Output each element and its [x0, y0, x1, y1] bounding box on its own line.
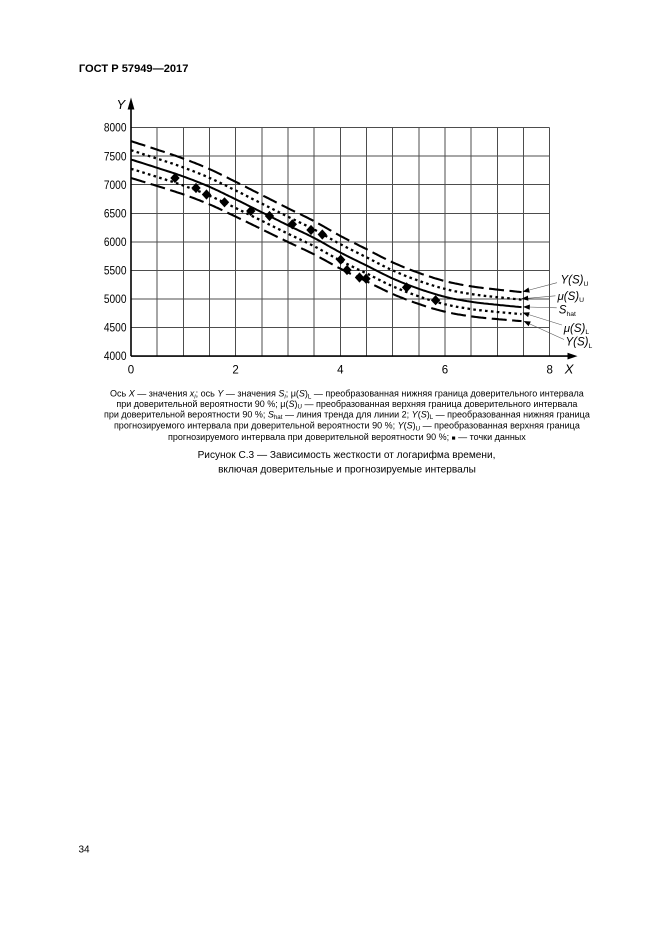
svg-text:2: 2: [232, 364, 238, 376]
svg-text:ГОСТ Р 57949—2017: ГОСТ Р 57949—2017: [79, 63, 188, 75]
svg-text:при доверительной вероятности: при доверительной вероятности 90 %; μ(S)…: [116, 399, 577, 411]
svg-text:5000: 5000: [104, 294, 127, 306]
svg-text:4000: 4000: [104, 351, 127, 363]
svg-text:7500: 7500: [104, 151, 127, 163]
svg-text:4500: 4500: [104, 323, 127, 335]
svg-text:0: 0: [128, 364, 134, 376]
svg-text:прогнозируемого интервала при: прогнозируемого интервала при доверитель…: [168, 432, 526, 442]
svg-text:7000: 7000: [104, 180, 127, 192]
svg-text:прогнозируемого интервала при: прогнозируемого интервала при доверитель…: [114, 421, 580, 433]
svg-text:Рисунок С.3 — Зависимость жест: Рисунок С.3 — Зависимость жесткости от л…: [198, 449, 496, 461]
svg-text:включая доверительные и прогно: включая доверительные и прогнозируемые и…: [218, 465, 476, 476]
svg-text:6000: 6000: [104, 237, 127, 249]
svg-text:4: 4: [337, 364, 344, 376]
svg-text:Y(S)L: Y(S)L: [566, 337, 593, 350]
svg-text:34: 34: [79, 845, 91, 856]
svg-text:при доверительной вероятности: при доверительной вероятности 90 %; Shat…: [104, 409, 590, 421]
svg-text:6: 6: [442, 364, 448, 376]
svg-text:6500: 6500: [104, 208, 127, 220]
svg-text:μ(S)L: μ(S)L: [563, 323, 590, 336]
svg-text:X: X: [564, 362, 575, 377]
svg-text:Ось X — значения xi; ось Y — з: Ось X — значения xi; ось Y — значения Si…: [110, 389, 584, 401]
svg-text:μ(S)U: μ(S)U: [557, 291, 585, 304]
svg-text:Y: Y: [117, 97, 127, 112]
svg-text:5500: 5500: [104, 266, 127, 278]
svg-text:8: 8: [546, 364, 552, 376]
svg-text:8000: 8000: [104, 123, 127, 135]
svg-text:Y(S)U: Y(S)U: [561, 275, 589, 288]
